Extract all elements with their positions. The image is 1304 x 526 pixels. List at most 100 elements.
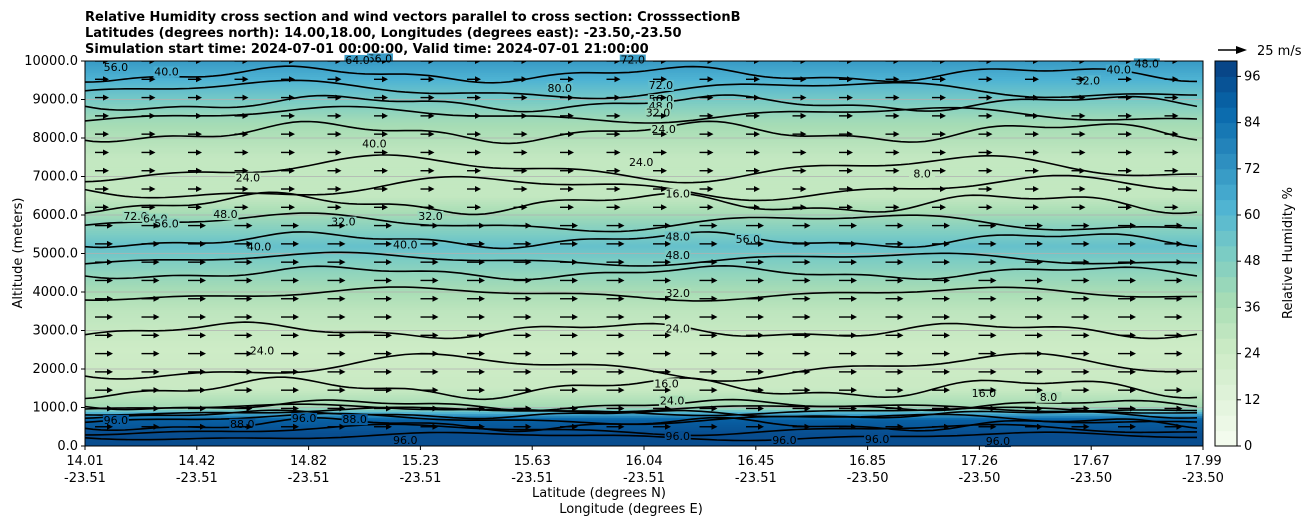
wind-arrow-head [897, 368, 904, 375]
contour-label-group: 88.0 [341, 413, 368, 426]
wind-arrow-head [940, 131, 946, 138]
wind-arrow-head [242, 94, 249, 101]
humidity-band [85, 318, 1203, 322]
wind-arrow-head [153, 332, 160, 339]
wind-arrow [95, 240, 113, 247]
humidity-band [85, 407, 1203, 411]
wind-arrow-head [990, 387, 997, 394]
contour-label-bg [229, 418, 256, 430]
wind-arrow [932, 131, 946, 138]
wind-arrow-head [339, 387, 346, 394]
contour-label-bg [984, 436, 1011, 448]
wind-arrow-head [246, 222, 253, 229]
wind-arrow [978, 332, 997, 339]
humidity-band [85, 188, 1203, 191]
wind-arrow [560, 405, 578, 412]
wind-arrow-head [804, 314, 811, 321]
wind-arrow [1164, 167, 1179, 174]
humidity-band [85, 336, 1203, 339]
wind-arrow-head [1079, 76, 1086, 83]
contour-label: 40.0 [393, 239, 418, 252]
contour-line [85, 191, 1198, 216]
wind-arrow [978, 61, 993, 64]
wind-arrow [699, 186, 714, 193]
humidity-band [85, 105, 1203, 108]
wind-arrow-head [1083, 259, 1090, 266]
wind-arrow [699, 259, 718, 266]
x-tick-label-lon: -23.51 [176, 471, 218, 486]
wind-arrow [932, 149, 946, 156]
wind-arrow [327, 167, 342, 174]
wind-arrow-head [758, 240, 764, 247]
wind-arrow [374, 387, 392, 394]
wind-arrow [281, 295, 299, 302]
contour-label: 80.0 [547, 82, 572, 95]
wind-arrow-head [851, 314, 857, 321]
wind-arrow-head [800, 149, 807, 156]
contour-label-group: 24.0 [234, 172, 261, 185]
colorbar-segment [1215, 215, 1237, 231]
contour-label-bg [664, 231, 691, 243]
wind-arrow-head [754, 76, 760, 83]
wind-arrow-head [614, 204, 621, 211]
wind-arrow [560, 94, 574, 101]
contour-line [85, 431, 1197, 442]
contour-label-bg [417, 210, 444, 222]
chart-title-line-2: Latitudes (degrees north): 14.00,18.00, … [85, 26, 682, 41]
wind-arrow-head [990, 332, 997, 339]
colorbar-tick-label: 12 [1244, 393, 1261, 408]
wind-arrow-head [382, 149, 388, 156]
wind-arrow-head [521, 186, 528, 193]
wind-arrow-head [893, 112, 900, 119]
contour-label: 56.0 [154, 218, 179, 231]
wind-arrow-head [386, 387, 392, 394]
colorbar-segment [1215, 184, 1237, 201]
contour-line [85, 174, 1198, 202]
wind-arrow-head [196, 61, 202, 64]
wind-arrow-head [1037, 405, 1043, 412]
x-tick-label-lat: 15.63 [514, 454, 551, 469]
wind-arrow-head [851, 277, 857, 284]
wind-arrow [839, 368, 857, 375]
wind-arrow-head [153, 277, 160, 284]
x-tick-label-lat: 14.42 [178, 454, 215, 469]
wind-arrow-head [568, 149, 574, 156]
wind-arrow [141, 186, 156, 193]
wind-arrow [1164, 204, 1179, 211]
wind-arrow [141, 387, 160, 394]
humidity-band [85, 413, 1203, 416]
wind-arrow [699, 368, 718, 375]
wind-arrow [932, 240, 950, 247]
wind-arrow [653, 76, 667, 83]
wind-arrow-head [758, 222, 764, 229]
wind-arrow-head [1037, 277, 1043, 284]
contour-lines [85, 65, 1198, 442]
wind-arrow [327, 423, 346, 430]
contour-label-group: 24.0 [248, 345, 275, 358]
humidity-band [85, 388, 1203, 391]
contour-label-bg [647, 79, 674, 91]
wind-arrow-head [339, 277, 346, 284]
humidity-band [85, 405, 1203, 409]
y-tick-label: 5000.0 [33, 247, 79, 262]
wind-arrow-head [521, 204, 528, 211]
colorbar-segment [1215, 122, 1237, 139]
wind-arrow-head [804, 222, 811, 229]
humidity-band [85, 438, 1203, 441]
wind-arrow-head [851, 222, 857, 229]
wind-arrow [141, 368, 160, 375]
x-tick-label-lon: -23.51 [288, 471, 330, 486]
wind-arrow [95, 368, 113, 375]
wind-arrow [653, 387, 671, 394]
humidity-band [85, 118, 1203, 122]
humidity-band [85, 320, 1203, 324]
wind-arrow [467, 387, 485, 394]
wind-arrow [420, 94, 435, 101]
humidity-band [85, 207, 1203, 210]
wind-arrow-head [428, 112, 435, 119]
wind-arrow-head [1176, 332, 1183, 339]
colorbar-segment [1215, 292, 1237, 308]
wind-arrow-head [893, 76, 900, 83]
contour-label: 32.0 [418, 210, 443, 223]
colorbar-tick-label: 60 [1244, 208, 1261, 223]
